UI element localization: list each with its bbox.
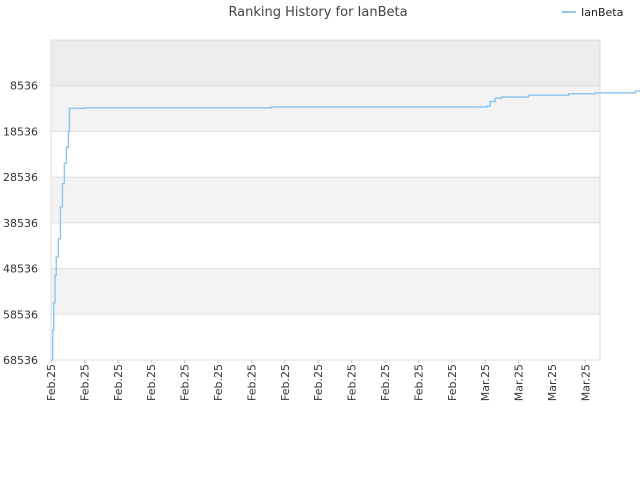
plot-band bbox=[51, 131, 600, 178]
x-tick-label: Mar.25 bbox=[513, 364, 526, 401]
x-tick-label: Feb.25 bbox=[179, 364, 192, 401]
chart-title: Ranking History for IanBeta bbox=[228, 5, 407, 20]
y-tick-label: 8536 bbox=[10, 80, 38, 93]
x-axis-ticks: Feb.25 Feb.25 Feb.25 Feb.25 Feb.25 Feb.25 Feb.… bbox=[45, 360, 592, 401]
plot-border bbox=[50, 39, 601, 361]
plot-band bbox=[51, 314, 600, 360]
y-tick-label: 18536 bbox=[3, 125, 38, 138]
legend-label: IanBeta bbox=[581, 6, 623, 19]
y-tick-label: 58536 bbox=[3, 308, 38, 321]
x-tick-label: Feb.25 bbox=[78, 364, 91, 401]
legend: IanBeta bbox=[562, 6, 623, 19]
x-tick-label: Feb.25 bbox=[279, 364, 292, 401]
y-axis-ticks: 8536 18536 28536 38536 48536 58536 68536 bbox=[3, 80, 38, 367]
y-tick-label: 68536 bbox=[3, 354, 38, 367]
plot-band bbox=[51, 177, 600, 223]
x-tick-label: Feb.25 bbox=[112, 364, 125, 401]
x-tick-label: Feb.25 bbox=[45, 364, 58, 401]
y-tick-label: 48536 bbox=[3, 263, 38, 276]
plot-band bbox=[51, 222, 600, 269]
x-tick-label: Feb.25 bbox=[245, 364, 258, 401]
x-tick-label: Feb.25 bbox=[346, 364, 359, 401]
x-tick-label: Feb.25 bbox=[312, 364, 325, 401]
x-tick-label: Feb.25 bbox=[212, 364, 225, 401]
x-tick-label: Mar.25 bbox=[479, 364, 492, 401]
x-tick-label: Mar.25 bbox=[579, 364, 592, 401]
x-tick-label: Mar.25 bbox=[546, 364, 559, 401]
x-tick-label: Feb.25 bbox=[145, 364, 158, 401]
plot-bands bbox=[51, 40, 600, 360]
x-tick-label: Feb.25 bbox=[379, 364, 392, 401]
series-layer bbox=[51, 90, 640, 361]
x-tick-label: Feb.25 bbox=[412, 364, 425, 401]
y-tick-label: 28536 bbox=[3, 171, 38, 184]
y-tick-label: 38536 bbox=[3, 217, 38, 230]
x-tick-label: Feb.25 bbox=[446, 364, 459, 401]
series-line bbox=[51, 90, 640, 361]
plot-band bbox=[51, 268, 600, 315]
plot-band bbox=[51, 40, 600, 86]
